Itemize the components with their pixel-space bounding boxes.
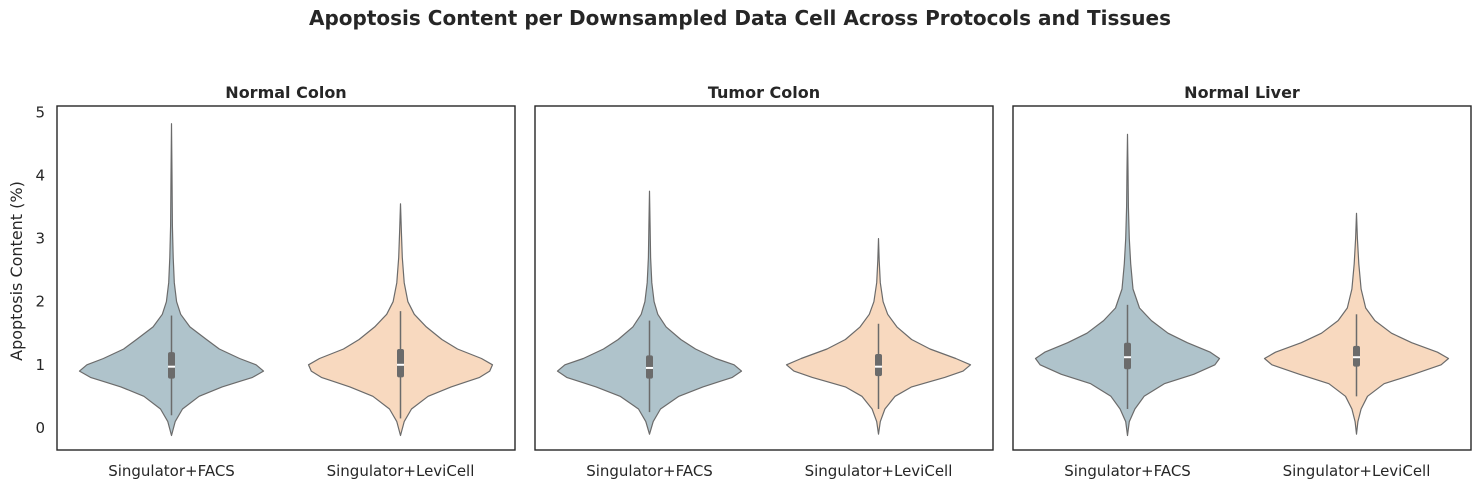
x-tick-label: Singulator+FACS bbox=[108, 462, 235, 480]
y-tick-label: 1 bbox=[35, 356, 45, 374]
x-tick-label: Singulator+FACS bbox=[1064, 462, 1191, 480]
violin-median bbox=[1124, 356, 1131, 359]
panels: Normal Colon 0 1 2 3 4 5 Singulator+FACS Singula… bbox=[35, 83, 1472, 480]
violin-Singulator+FACS bbox=[78, 123, 265, 437]
x-tick-label: Singulator+LeviCell bbox=[805, 462, 953, 480]
violin-median bbox=[397, 363, 404, 366]
x-tick-label: Singulator+LeviCell bbox=[327, 462, 475, 480]
violin-iqr-box bbox=[168, 352, 175, 379]
panel-frame bbox=[56, 105, 516, 451]
violin-median bbox=[875, 365, 882, 368]
y-tick-label: 3 bbox=[35, 230, 45, 248]
violin-iqr-box bbox=[875, 354, 882, 377]
y-axis-label: Apoptosis Content (%) bbox=[7, 181, 26, 361]
y-tick-label: 5 bbox=[35, 103, 45, 121]
violin-Singulator+FACS bbox=[556, 190, 743, 435]
x-tick-label: Singulator+LeviCell bbox=[1283, 462, 1431, 480]
violin-median bbox=[646, 366, 653, 369]
y-tick-label: 4 bbox=[35, 166, 45, 184]
panel-title: Normal Liver bbox=[1184, 83, 1300, 102]
panel-title: Tumor Colon bbox=[708, 83, 820, 102]
violin-Singulator+FACS bbox=[1034, 133, 1221, 437]
chart-title: Apoptosis Content per Downsampled Data C… bbox=[309, 6, 1171, 30]
y-tick-label: 0 bbox=[35, 419, 45, 437]
violin-median bbox=[1353, 356, 1360, 359]
panel-frame bbox=[1012, 105, 1472, 451]
panel-2: Normal Liver Singulator+FACS Singulator+Le… bbox=[1012, 83, 1472, 480]
violin-iqr-box bbox=[397, 349, 404, 378]
panel-frame bbox=[534, 105, 994, 451]
y-tick-label: 2 bbox=[35, 293, 45, 311]
panel-title: Normal Colon bbox=[225, 83, 346, 102]
violin-median bbox=[168, 365, 175, 368]
panel-0: Normal Colon 0 1 2 3 4 5 Singulator+FACS Singula… bbox=[35, 83, 516, 480]
x-tick-label: Singulator+FACS bbox=[586, 462, 713, 480]
panel-1: Tumor Colon Singulator+FACS Singulator+Lev… bbox=[534, 83, 994, 480]
violin-iqr-box bbox=[1124, 342, 1131, 370]
